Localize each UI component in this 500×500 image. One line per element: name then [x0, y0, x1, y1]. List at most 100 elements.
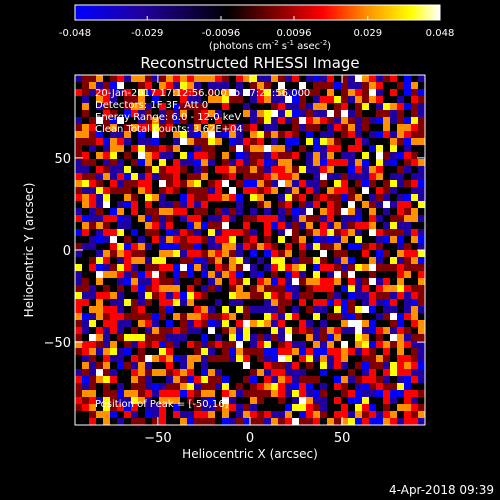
heatmap-cell	[159, 117, 167, 125]
heatmap-cell	[285, 292, 293, 300]
heatmap-cell	[124, 96, 132, 104]
heatmap-cell	[327, 418, 335, 425]
heatmap-cell	[236, 243, 244, 251]
heatmap-cell	[208, 411, 216, 419]
heatmap-cell	[362, 390, 370, 398]
heatmap-cell	[215, 110, 223, 118]
heatmap-cell	[110, 411, 118, 419]
heatmap-cell	[362, 418, 370, 425]
heatmap-cell	[348, 278, 356, 286]
heatmap-cell	[173, 250, 181, 258]
heatmap-cell	[152, 264, 160, 272]
heatmap-cell	[75, 131, 83, 139]
heatmap-cell	[306, 327, 314, 335]
heatmap-cell	[397, 362, 405, 370]
heatmap-cell	[103, 103, 111, 111]
heatmap-cell	[334, 327, 342, 335]
heatmap-cell	[124, 418, 132, 425]
heatmap-cell	[173, 418, 181, 425]
heatmap-cell	[390, 285, 398, 293]
heatmap-cell	[306, 82, 314, 90]
heatmap-cell	[89, 355, 97, 363]
heatmap-cell	[236, 124, 244, 132]
heatmap-cell	[117, 152, 125, 160]
heatmap-cell	[152, 257, 160, 265]
heatmap-cell	[96, 166, 104, 174]
heatmap-cell	[264, 208, 272, 216]
heatmap-cell	[152, 250, 160, 258]
heatmap-cell	[180, 152, 188, 160]
heatmap-cell	[369, 299, 377, 307]
heatmap-cell	[236, 320, 244, 328]
heatmap-cell	[264, 166, 272, 174]
heatmap-cell	[397, 159, 405, 167]
heatmap-cell	[257, 278, 265, 286]
annotation-line: Clean Total counts: 3.62E+04	[95, 124, 243, 135]
heatmap-cell	[390, 82, 398, 90]
heatmap-cell	[194, 166, 202, 174]
heatmap-cell	[124, 376, 132, 384]
heatmap-cell	[264, 411, 272, 419]
heatmap-cell	[103, 194, 111, 202]
heatmap-cell	[418, 257, 425, 265]
heatmap-cell	[278, 362, 286, 370]
heatmap-cell	[250, 397, 258, 405]
heatmap-cell	[271, 103, 279, 111]
heatmap-cell	[278, 257, 286, 265]
heatmap-cell	[397, 257, 405, 265]
heatmap-cell	[110, 159, 118, 167]
heatmap-cell	[320, 82, 328, 90]
heatmap-cell	[271, 82, 279, 90]
heatmap-cell	[250, 418, 258, 425]
heatmap-cell	[250, 75, 258, 83]
heatmap-cell	[390, 124, 398, 132]
heatmap-cell	[75, 145, 83, 153]
heatmap-cell	[89, 145, 97, 153]
heatmap-cell	[180, 250, 188, 258]
heatmap-cell	[152, 278, 160, 286]
heatmap-cell	[82, 89, 90, 97]
heatmap-cell	[313, 222, 321, 230]
heatmap-cell	[278, 166, 286, 174]
heatmap-cell	[173, 159, 181, 167]
heatmap-cell	[82, 411, 90, 419]
heatmap-cell	[397, 138, 405, 146]
heatmap-cell	[208, 131, 216, 139]
heatmap-cell	[348, 376, 356, 384]
heatmap-cell	[355, 208, 363, 216]
heatmap-cell	[159, 187, 167, 195]
heatmap-cell	[243, 243, 251, 251]
heatmap-cell	[271, 208, 279, 216]
heatmap-cell	[82, 243, 90, 251]
heatmap-cell	[208, 334, 216, 342]
heatmap-cell	[404, 110, 412, 118]
heatmap-cell	[75, 250, 83, 258]
heatmap-cell	[404, 341, 412, 349]
heatmap-cell	[341, 194, 349, 202]
heatmap-cell	[397, 383, 405, 391]
heatmap-cell	[320, 334, 328, 342]
heatmap-cell	[411, 397, 419, 405]
heatmap-cell	[320, 138, 328, 146]
heatmap-cell	[201, 82, 209, 90]
heatmap-cell	[180, 292, 188, 300]
heatmap-cell	[96, 278, 104, 286]
heatmap-cell	[103, 369, 111, 377]
heatmap-cell	[348, 285, 356, 293]
heatmap-cell	[418, 285, 425, 293]
heatmap-cell	[390, 201, 398, 209]
heatmap-cell	[138, 236, 146, 244]
heatmap-cell	[376, 173, 384, 181]
heatmap-cell	[250, 278, 258, 286]
heatmap-cell	[320, 376, 328, 384]
heatmap-cell	[82, 292, 90, 300]
heatmap-cell	[292, 82, 300, 90]
heatmap-cell	[89, 278, 97, 286]
heatmap-cell	[271, 145, 279, 153]
heatmap-cell	[411, 390, 419, 398]
heatmap-cell	[89, 75, 97, 83]
heatmap-cell	[243, 173, 251, 181]
heatmap-cell	[229, 159, 237, 167]
heatmap-cell	[404, 397, 412, 405]
heatmap-cell	[250, 159, 258, 167]
